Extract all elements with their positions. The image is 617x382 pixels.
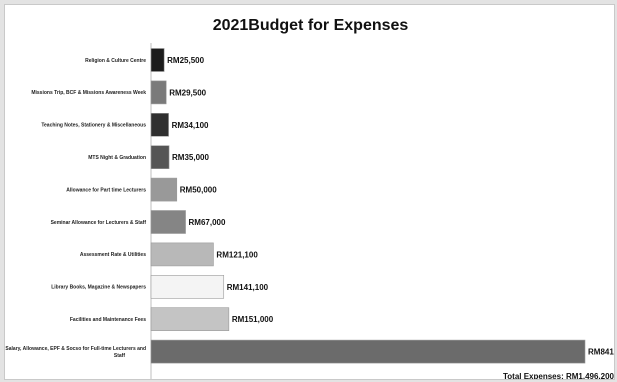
category-label: Seminar Allowance for Lecturers & Staff xyxy=(51,220,147,226)
bar xyxy=(150,274,225,299)
category-label: Salary, Allowance, EPF & Socso for Full-… xyxy=(5,346,146,359)
category-label: Allowance for Part time Lecturers xyxy=(66,187,146,193)
chart-title: 2021Budget for Expenses xyxy=(212,17,409,34)
data-label: RM35,000 xyxy=(172,153,209,162)
category-label: MTS Night & Graduation xyxy=(88,155,146,161)
category-label: Religion & Culture Centre xyxy=(85,58,146,64)
data-label: RM29,500 xyxy=(169,88,206,97)
category-label: Missions Trip, BCF & Missions Awareness … xyxy=(31,90,146,96)
bar xyxy=(150,80,167,105)
bar xyxy=(150,48,165,72)
data-label: RM34,100 xyxy=(172,121,209,130)
bar-chart: Religion & Culture Centre RM25,500 Mission… xyxy=(5,43,615,379)
chart-frame: 2021Budget for Expenses Religion & Cultu… xyxy=(4,4,615,380)
bar xyxy=(150,307,230,332)
bar xyxy=(150,177,178,202)
bar xyxy=(150,242,214,267)
bar xyxy=(150,145,170,169)
total-expenses: Total Expenses: RM1,496,200 xyxy=(502,372,614,380)
total-expenses-label: Total Expenses: xyxy=(502,372,566,380)
data-label: RM67,000 xyxy=(189,218,226,227)
bar xyxy=(150,113,169,137)
category-label: Library Books, Magazine & Newspapers xyxy=(51,285,146,291)
data-label: RM50,000 xyxy=(180,186,217,195)
data-label: RM121,100 xyxy=(216,250,258,259)
bar xyxy=(150,210,186,234)
data-label: RM25,500 xyxy=(167,56,204,65)
category-label: Teaching Notes, Stationery & Miscellaneo… xyxy=(41,123,146,129)
bar xyxy=(150,339,586,364)
data-label: RM141,100 xyxy=(227,283,269,292)
category-label: Assessment Rate & Utilities xyxy=(80,252,146,258)
data-label: RM841,900 xyxy=(588,348,615,357)
data-label: RM151,000 xyxy=(232,315,274,324)
total-expenses-value: RM1,496,200 xyxy=(565,372,614,380)
category-label: Facilities and Maintenance Fees xyxy=(70,317,146,323)
